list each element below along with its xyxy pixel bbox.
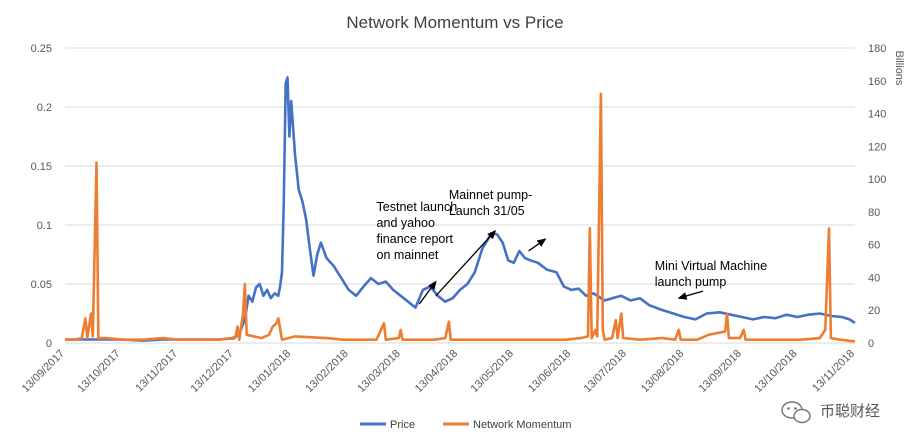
annotation-text: Mini Virtual Machine launch pump <box>655 259 767 289</box>
y-tick-label: 0.1 <box>37 220 52 232</box>
right-axis-ticks: 0 20 40 60 80 100 120 140 160 180 <box>868 43 886 350</box>
watermark-text: 币聪财经 <box>820 403 880 420</box>
x-tick-label: 13/02/2018 <box>303 348 350 395</box>
y-tick-label: 0.15 <box>31 161 52 173</box>
y-tick-label: 0.05 <box>31 279 52 291</box>
annotation-arrow <box>418 280 437 305</box>
series-line-network-momentum <box>65 92 856 343</box>
y-tick-label: 0 <box>46 338 52 350</box>
annotation-arrow <box>435 229 497 297</box>
x-axis-ticks: 13/09/2017 13/10/2017 13/11/2017 13/12/2017… <box>20 348 857 395</box>
annotation-line: Mini Virtual Machine <box>655 259 767 273</box>
y2-tick-label: 180 <box>868 43 886 55</box>
y-tick-label: 0.2 <box>37 102 52 114</box>
x-tick-label: 13/09/2018 <box>697 348 744 395</box>
annotation-arrow <box>528 238 547 252</box>
y2-tick-label: 120 <box>868 141 886 153</box>
legend: Price Network Momentum <box>360 419 571 431</box>
x-tick-label: 13/06/2018 <box>526 348 573 395</box>
y2-tick-label: 140 <box>868 109 886 121</box>
x-tick-label: 13/05/2018 <box>468 348 515 395</box>
series-line-price <box>65 76 856 342</box>
y2-tick-label: 20 <box>868 305 880 317</box>
annotation-line: and yahoo <box>377 216 435 230</box>
left-axis-ticks: 0 0.05 0.1 0.15 0.2 0.25 <box>31 43 52 350</box>
watermark: 币聪财经 <box>781 401 880 424</box>
annotations: Testnet launch and yahoo finance report on … <box>377 188 767 305</box>
annotation-line: Testnet launch <box>377 200 458 214</box>
x-tick-label: 13/08/2018 <box>639 348 686 395</box>
legend-label: Price <box>390 419 415 431</box>
x-tick-label: 13/04/2018 <box>413 348 460 395</box>
annotation-line: Launch 31/05 <box>449 204 525 218</box>
annotation-line: Mainnet pump- <box>449 188 532 202</box>
annotation-arrow <box>677 290 704 300</box>
annotation-line: finance report <box>377 232 454 246</box>
y2-tick-label: 160 <box>868 76 886 88</box>
y2-tick-label: 0 <box>868 338 874 350</box>
y-tick-label: 0.25 <box>31 43 52 55</box>
x-tick-label: 13/11/2018 <box>810 348 857 395</box>
x-tick-label: 13/12/2017 <box>188 348 235 395</box>
y2-tick-label: 100 <box>868 174 886 186</box>
right-axis-label: Billions <box>893 51 905 86</box>
x-tick-label: 13/01/2018 <box>246 348 293 395</box>
legend-label: Network Momentum <box>473 419 571 431</box>
chart-title: Network Momentum vs Price <box>346 13 563 32</box>
annotation-line: launch pump <box>655 275 727 289</box>
wechat-icon <box>781 401 811 424</box>
x-tick-label: 13/11/2017 <box>133 348 180 395</box>
annotation-line: on mainnet <box>377 248 439 262</box>
x-tick-label: 13/10/2018 <box>752 348 799 395</box>
x-tick-label: 13/07/2018 <box>582 348 629 395</box>
x-tick-label: 13/03/2018 <box>355 348 402 395</box>
gridlines <box>65 47 855 344</box>
series-lines <box>65 76 856 343</box>
y2-tick-label: 40 <box>868 272 880 284</box>
x-tick-label: 13/09/2017 <box>20 348 67 395</box>
annotation-text: Testnet launch and yahoo finance report on … <box>377 200 458 262</box>
y2-tick-label: 60 <box>868 240 880 252</box>
annotation-text: Mainnet pump- Launch 31/05 <box>449 188 532 218</box>
y2-tick-label: 80 <box>868 207 880 219</box>
x-tick-label: 13/10/2017 <box>75 348 122 395</box>
